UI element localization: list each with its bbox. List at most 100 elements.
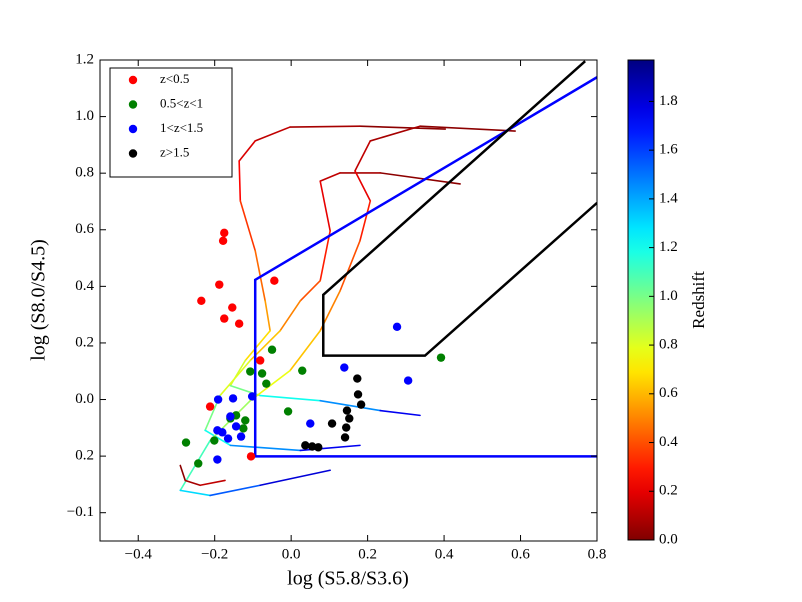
point bbox=[306, 419, 315, 428]
y-tick-label: −0.1 bbox=[67, 504, 94, 520]
point bbox=[194, 459, 203, 468]
colorbar bbox=[627, 59, 655, 541]
point bbox=[356, 400, 366, 409]
region-line bbox=[253, 76, 597, 458]
track-segment bbox=[238, 160, 242, 202]
point bbox=[213, 395, 223, 404]
track-segment bbox=[354, 170, 372, 202]
colorbar-tick-label: 0.2 bbox=[659, 483, 678, 499]
track-segment bbox=[244, 329, 271, 362]
point bbox=[210, 436, 219, 445]
point bbox=[234, 319, 244, 328]
track-segment bbox=[209, 484, 261, 497]
y-tick-label: 0.2 bbox=[75, 334, 94, 350]
track-segment bbox=[219, 359, 252, 397]
point bbox=[283, 407, 293, 416]
x-tick-label: 0.2 bbox=[358, 546, 377, 562]
track-segment bbox=[369, 125, 421, 142]
legend-marker bbox=[128, 149, 138, 158]
track-segment bbox=[319, 172, 341, 182]
track-segment bbox=[379, 172, 461, 185]
x-tick-label: −0.4 bbox=[125, 546, 153, 562]
track-segment bbox=[264, 299, 271, 332]
point bbox=[255, 356, 265, 365]
point bbox=[246, 452, 256, 461]
x-tick-label: 0.8 bbox=[588, 546, 607, 562]
track-segment bbox=[354, 140, 372, 172]
track-segment bbox=[319, 230, 331, 282]
legend-marker bbox=[128, 75, 138, 85]
point bbox=[218, 428, 227, 437]
point bbox=[218, 236, 228, 245]
point bbox=[342, 406, 352, 415]
point bbox=[298, 366, 307, 375]
track-segment bbox=[319, 180, 331, 232]
track-segment bbox=[289, 329, 322, 372]
point bbox=[236, 432, 246, 441]
point bbox=[345, 414, 354, 423]
legend-marker bbox=[128, 124, 138, 134]
colorbar-tick-label: 1.2 bbox=[659, 239, 678, 255]
point bbox=[181, 438, 191, 447]
point bbox=[220, 228, 229, 238]
colorbar-tick-label: 1.4 bbox=[659, 190, 678, 206]
point bbox=[241, 416, 250, 425]
point bbox=[226, 412, 235, 421]
plot-frame bbox=[99, 59, 598, 542]
legend-text: z>1.5 bbox=[160, 144, 189, 159]
colorbar-tick-label: 1.8 bbox=[659, 93, 678, 109]
y-tick-label: 1.2 bbox=[75, 51, 94, 67]
point bbox=[205, 402, 215, 411]
track-segment bbox=[289, 125, 361, 128]
point bbox=[257, 369, 267, 378]
point bbox=[353, 374, 362, 383]
x-axis-label: log (S5.8/S3.6) bbox=[287, 568, 409, 590]
track-segment bbox=[239, 200, 257, 252]
legend-marker bbox=[128, 100, 138, 109]
track-segment bbox=[359, 200, 372, 242]
x-tick-label: 0.4 bbox=[435, 546, 454, 562]
point bbox=[247, 392, 257, 401]
point bbox=[340, 433, 350, 442]
point bbox=[342, 423, 351, 432]
track-segment bbox=[379, 409, 421, 417]
legend-box bbox=[109, 67, 233, 178]
x-tick-label: 0.0 bbox=[282, 546, 301, 562]
colorbar-tick-label: 1.0 bbox=[659, 288, 678, 304]
colorbar-tick-label: 0.6 bbox=[659, 385, 678, 401]
track-segment bbox=[184, 479, 201, 487]
track-segment bbox=[254, 126, 291, 142]
point bbox=[213, 455, 222, 464]
colorbar-tick-label: 0.4 bbox=[659, 434, 678, 450]
y-tick-label: 0.0 bbox=[75, 391, 94, 407]
x-tick-label: −0.2 bbox=[201, 546, 228, 562]
point bbox=[392, 322, 402, 332]
y-tick-label: 0.2 bbox=[75, 448, 94, 464]
legend-text: z<0.5 bbox=[160, 71, 189, 86]
track-segment bbox=[259, 469, 331, 487]
track-segment bbox=[204, 429, 232, 447]
track-segment bbox=[339, 239, 361, 292]
point bbox=[231, 422, 241, 431]
point bbox=[327, 419, 337, 428]
track-segment bbox=[419, 125, 516, 132]
point bbox=[228, 303, 237, 312]
colorbar-tick-label: 1.6 bbox=[659, 142, 678, 158]
legend-text: 0.5<z<1 bbox=[160, 95, 203, 110]
plot-area bbox=[179, 60, 597, 497]
x-tick-label: 0.6 bbox=[511, 546, 530, 562]
colorbar-tick-label: 0.8 bbox=[659, 337, 678, 353]
point bbox=[436, 353, 446, 362]
track-segment bbox=[238, 140, 257, 162]
y-tick-label: 0.8 bbox=[75, 165, 94, 181]
point bbox=[197, 296, 206, 305]
point bbox=[314, 443, 323, 452]
region-line bbox=[322, 60, 597, 357]
point bbox=[267, 345, 277, 354]
colorbar-label: Redshift bbox=[689, 271, 708, 329]
point bbox=[239, 424, 248, 433]
track-segment bbox=[319, 399, 382, 412]
track-segment bbox=[199, 479, 226, 487]
track-segment bbox=[179, 464, 187, 482]
